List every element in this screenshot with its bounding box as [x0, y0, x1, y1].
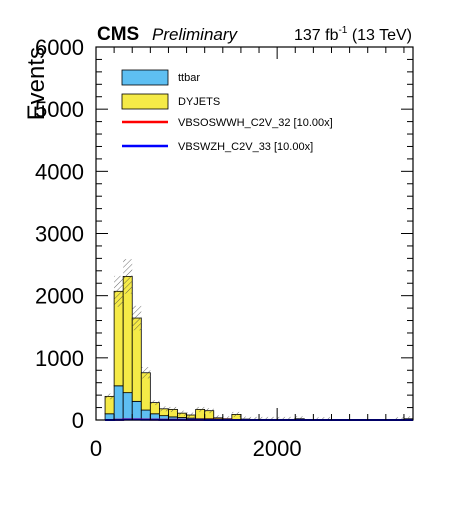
uncertainty-bin-17	[259, 416, 269, 420]
uncertainty-bin-4	[141, 367, 151, 379]
uncertainty-bin-5	[150, 400, 160, 406]
uncertainty-bin-6	[159, 406, 169, 412]
uncertainty-bin-0	[105, 393, 115, 400]
x-tick-label: 0	[90, 436, 102, 461]
bar-dyjets-2	[122, 275, 133, 394]
uncertainty-bin-20	[286, 416, 296, 420]
uncertainty-bin-24	[322, 417, 332, 420]
uncertainty-bin-33	[403, 416, 413, 420]
y-tick-label: 2000	[35, 284, 84, 309]
preliminary-label: Preliminary	[152, 25, 239, 44]
bar-dyjets-3	[131, 317, 142, 402]
uncertainty-bin-7	[168, 406, 178, 412]
legend-label: VBSOSWWH_C2V_32 [10.00x]	[178, 117, 333, 129]
uncertainty-bin-16	[249, 416, 260, 420]
legend-label: VBSWZH_C2V_33 [10.00x]	[178, 141, 313, 153]
lumi-energy: (13 TeV)	[347, 27, 412, 44]
uncertainty-bin-19	[277, 416, 287, 420]
legend-swatch	[121, 93, 169, 110]
uncertainty-bin-13	[222, 416, 232, 420]
y-tick-label: 3000	[35, 222, 84, 247]
uncertainty-bin-11	[204, 408, 214, 414]
y-tick-label: 4000	[35, 159, 84, 184]
legend: ttbar DYJETS VBSOSWWH_C2V_32 [10.00x] VBSWZ…	[121, 69, 333, 153]
legend-swatch	[121, 69, 169, 86]
legend-label: DYJETS	[178, 96, 220, 108]
bar-ttbar-2	[122, 392, 133, 421]
x-tick-label: 2000	[253, 436, 302, 461]
uncertainty-bin-21	[295, 416, 305, 420]
uncertainty-bin-12	[213, 415, 223, 420]
y-axis-title: Events	[23, 47, 50, 120]
histogram-bars	[104, 275, 414, 421]
luminosity-label: 137 fb-1 (13 TeV)	[294, 25, 412, 44]
y-tick-label: 1000	[35, 346, 84, 371]
y-tick-label: 0	[72, 408, 84, 433]
lumi-value: 137 fb	[294, 27, 339, 44]
y-tick-label: 6000	[35, 35, 84, 60]
axis-ticks: 0 1000 2000 3000 4000 5000 6000 0 2000	[35, 35, 413, 461]
uncertainty-bin-3	[132, 305, 142, 331]
uncertainty-band	[105, 259, 413, 420]
cms-label: CMS	[97, 24, 139, 45]
uncertainty-bin-15	[240, 416, 250, 420]
uncertainty-bin-1	[114, 275, 124, 307]
y-tick-label: 5000	[35, 97, 84, 122]
uncertainty-bin-2	[123, 259, 133, 294]
uncertainty-bin-32	[394, 417, 404, 420]
bar-ttbar-1	[113, 385, 124, 421]
uncertainty-bin-8	[177, 410, 187, 416]
uncertainty-bin-23	[313, 417, 323, 420]
uncertainty-bin-9	[186, 412, 196, 418]
uncertainty-bin-18	[268, 416, 278, 420]
bar-ttbar-3	[131, 400, 142, 421]
uncertainty-bin-10	[195, 406, 205, 412]
uncertainty-bin-14	[231, 411, 241, 417]
legend-label: ttbar	[178, 72, 200, 84]
lumi-exponent: -1	[338, 25, 347, 36]
